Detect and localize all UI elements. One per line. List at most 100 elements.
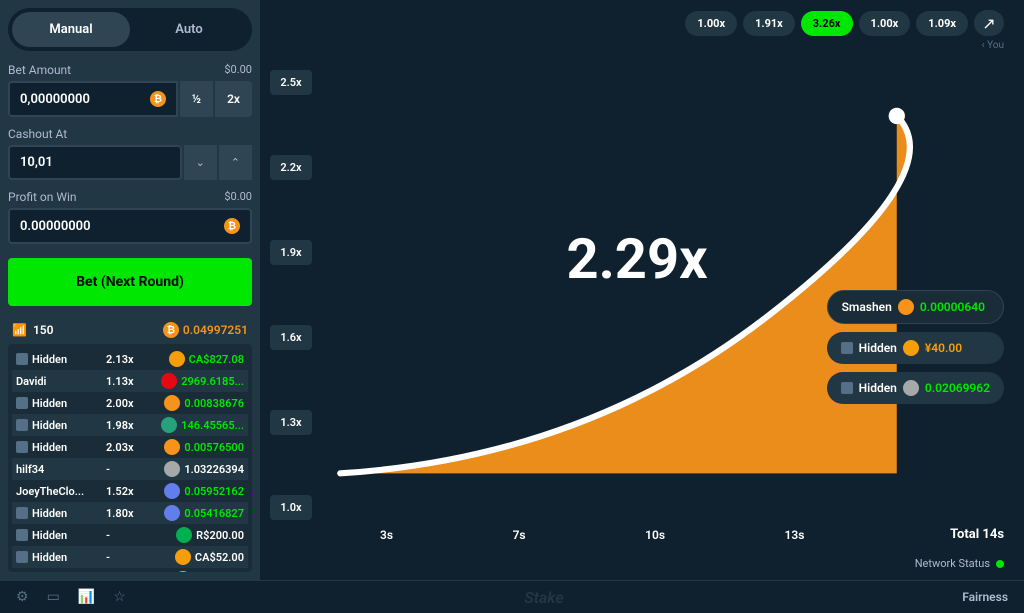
bet-amount-field: Bet Amount $0.00 0,00000000 ₿ ½ 2x bbox=[8, 63, 252, 117]
status-dot-icon bbox=[996, 560, 1004, 568]
bet-multiplier: 2.00x bbox=[106, 397, 146, 410]
ltc-icon bbox=[164, 461, 180, 477]
brand-logo: Stake bbox=[524, 588, 563, 607]
incognito-icon bbox=[16, 419, 28, 431]
cashout-card: Hidden 0.02069962 bbox=[827, 372, 1004, 404]
bet-button[interactable]: Bet (Next Round) bbox=[8, 258, 252, 306]
bet-row: Hidden - CA$52.00 bbox=[12, 546, 248, 568]
y-axis-line bbox=[291, 84, 293, 506]
bet-amount: 0.05952162 bbox=[146, 483, 244, 499]
favorite-icon[interactable]: ☆ bbox=[113, 589, 126, 605]
cad-icon bbox=[169, 351, 185, 367]
incognito-icon bbox=[16, 441, 28, 453]
bet-multiplier: 2.03x bbox=[106, 441, 146, 454]
bet-list[interactable]: Hidden 2.13x CA$827.08 Davidi 1.13x 2969… bbox=[8, 344, 252, 572]
cashout-amount: ¥40.00 bbox=[925, 341, 962, 355]
bet-amount: 146.45565... bbox=[146, 417, 244, 433]
cny-icon bbox=[903, 340, 919, 356]
y-tick: 1.0x bbox=[270, 495, 312, 520]
network-label: Network Status bbox=[915, 557, 990, 570]
bet-row: Hidden - R$200.00 bbox=[12, 524, 248, 546]
cad-icon bbox=[175, 549, 191, 565]
double-button[interactable]: 2x bbox=[215, 81, 252, 117]
bet-user: Davidi bbox=[16, 375, 106, 388]
incognito-icon bbox=[16, 353, 28, 365]
eth-icon bbox=[164, 505, 180, 521]
bet-amount: CA$52.00 bbox=[146, 549, 244, 565]
cashout-at-input[interactable]: 10,01 bbox=[8, 145, 182, 180]
eth-icon bbox=[164, 483, 180, 499]
bet-user: Hidden bbox=[16, 507, 106, 520]
x-tick: 7s bbox=[513, 528, 526, 542]
manual-tab[interactable]: Manual bbox=[12, 12, 130, 47]
bet-amount: 0.00838676 bbox=[146, 395, 244, 411]
bet-amount-label: Bet Amount bbox=[8, 63, 71, 77]
y-tick: 2.2x bbox=[270, 155, 312, 180]
footer: ⚙ ▭ 📊 ☆ Stake Fairness bbox=[0, 580, 1024, 613]
history-pill[interactable]: 1.00x bbox=[859, 11, 911, 36]
trx-icon bbox=[161, 373, 177, 389]
auto-tab[interactable]: Auto bbox=[130, 12, 248, 47]
profit-value: 0.00000000 bbox=[20, 219, 91, 234]
bet-amount: CA$827.08 bbox=[146, 351, 244, 367]
half-button[interactable]: ½ bbox=[180, 81, 213, 117]
bet-amount-value: 0,00000000 bbox=[20, 92, 90, 107]
bet-amount: R$200.00 bbox=[146, 527, 244, 543]
theater-icon[interactable]: ▭ bbox=[47, 589, 60, 605]
players-icon: 📶 bbox=[12, 323, 27, 337]
ltc-icon bbox=[903, 380, 919, 396]
y-tick: 1.6x bbox=[270, 325, 312, 350]
cad-icon bbox=[175, 571, 191, 572]
cashout-at-label: Cashout At bbox=[8, 127, 67, 141]
history-pill[interactable]: 3.26x bbox=[801, 11, 853, 36]
main-chart-area: 1.00x1.91x3.26x1.00x1.09x↗ ‹ You 2.5x2.2… bbox=[260, 0, 1024, 580]
bet-row: Hidden - CA$50.00 bbox=[12, 568, 248, 572]
bitcoin-icon: ₿ bbox=[150, 91, 166, 107]
usdt-icon bbox=[161, 417, 177, 433]
btc-icon bbox=[164, 439, 180, 455]
cashout-at-field: Cashout At 10,01 ⌄ ⌃ bbox=[8, 127, 252, 180]
trend-icon[interactable]: ↗ bbox=[974, 10, 1004, 36]
history-pill[interactable]: 1.09x bbox=[916, 11, 968, 36]
incognito-icon bbox=[16, 507, 28, 519]
bet-row: Hidden 1.98x 146.45565... bbox=[12, 414, 248, 436]
bet-user: Hidden bbox=[16, 551, 106, 564]
bet-multiplier: 1.13x bbox=[106, 375, 146, 388]
cashout-up-button[interactable]: ⌃ bbox=[219, 145, 252, 180]
bet-row: Hidden 2.03x 0.00576500 bbox=[12, 436, 248, 458]
profit-usd: $0.00 bbox=[224, 190, 252, 204]
bet-multiplier: - bbox=[106, 551, 146, 564]
settings-icon[interactable]: ⚙ bbox=[16, 589, 29, 605]
y-tick: 1.9x bbox=[270, 240, 312, 265]
y-tick: 1.3x bbox=[270, 410, 312, 435]
bet-multiplier: - bbox=[106, 529, 146, 542]
x-tick: 13s bbox=[785, 528, 805, 542]
bet-user: Hidden bbox=[16, 353, 106, 366]
incognito-icon bbox=[841, 342, 853, 354]
history-pill[interactable]: 1.91x bbox=[743, 11, 795, 36]
incognito-icon bbox=[16, 397, 28, 409]
profit-label: Profit on Win bbox=[8, 190, 77, 204]
x-tick: 10s bbox=[645, 528, 665, 542]
cashout-down-button[interactable]: ⌄ bbox=[184, 145, 217, 180]
x-tick: 3s bbox=[380, 528, 393, 542]
cashout-card: Smashen 0.00000640 bbox=[827, 290, 1004, 324]
y-tick: 2.5x bbox=[270, 70, 312, 95]
multiplier-display: 2.29x bbox=[566, 226, 707, 292]
bet-row: Hidden 2.00x 0.00838676 bbox=[12, 392, 248, 414]
bet-user: hilf34 bbox=[16, 463, 106, 476]
cashout-name: Hidden bbox=[859, 381, 897, 395]
fairness-link[interactable]: Fairness bbox=[962, 590, 1008, 604]
you-label: ‹ You bbox=[982, 40, 1004, 51]
bet-multiplier: 2.13x bbox=[106, 353, 146, 366]
bet-user: Hidden bbox=[16, 419, 106, 432]
history-pill[interactable]: 1.00x bbox=[685, 11, 737, 36]
bet-row: Davidi 1.13x 2969.6185... bbox=[12, 370, 248, 392]
stats-icon[interactable]: 📊 bbox=[78, 589, 95, 605]
btc-icon bbox=[164, 395, 180, 411]
pool-amount: 0.04997251 bbox=[183, 323, 248, 337]
bet-multiplier: 1.98x bbox=[106, 419, 146, 432]
bet-amount-input[interactable]: 0,00000000 ₿ bbox=[8, 81, 178, 117]
cashout-amount: 0.00000640 bbox=[920, 300, 985, 314]
bet-multiplier: - bbox=[106, 463, 146, 476]
